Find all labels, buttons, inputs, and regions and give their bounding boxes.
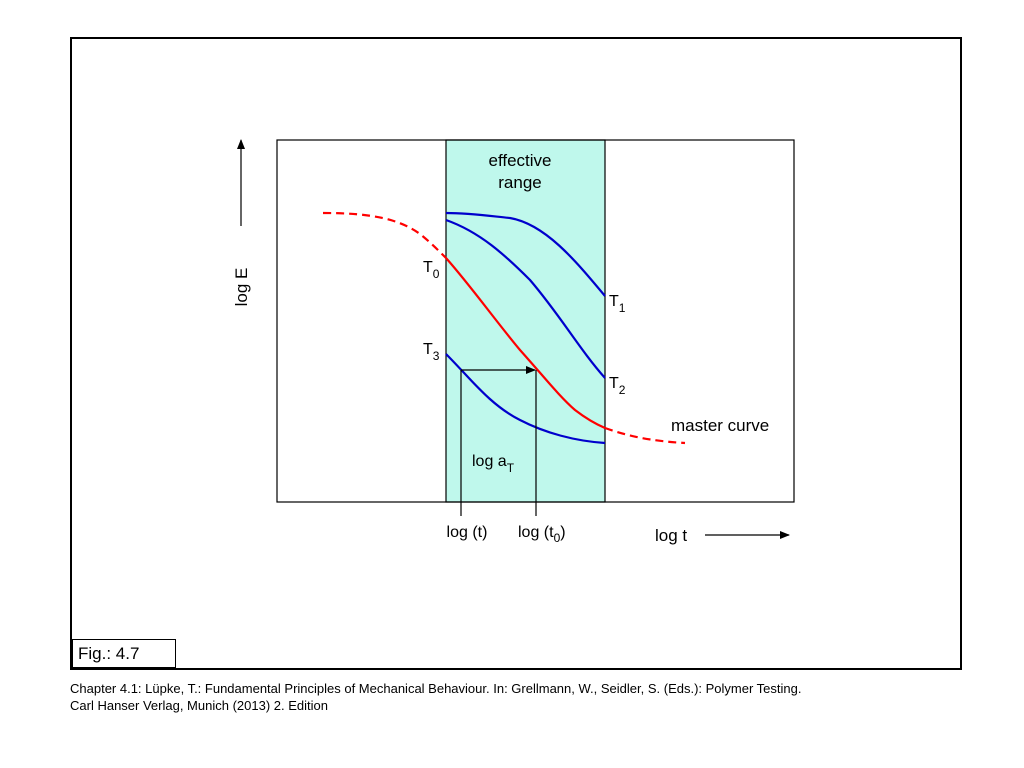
effective-range-label-line2: range bbox=[498, 173, 541, 192]
effective-range-label-line1: effective bbox=[488, 151, 551, 170]
tick-log-t0: log (t0) bbox=[518, 524, 566, 545]
effective-range-band bbox=[445, 139, 606, 503]
label-t2: T2 bbox=[609, 375, 626, 397]
shift-factor-label: log aT bbox=[472, 453, 515, 475]
master-curve-solid bbox=[445, 257, 606, 430]
master-curve-dashed-right bbox=[604, 426, 686, 445]
curve-t2 bbox=[445, 218, 606, 379]
label-t1: T1 bbox=[609, 293, 626, 315]
master-curve-dashed-left bbox=[322, 211, 447, 259]
x-axis-label: log t bbox=[655, 526, 687, 545]
curve-t1 bbox=[445, 211, 606, 297]
label-t0: T0 bbox=[423, 259, 440, 281]
caption-line-1: Chapter 4.1: Lüpke, T.: Fundamental Prin… bbox=[70, 681, 802, 696]
figure-number-label: Fig.: 4.7 bbox=[72, 639, 176, 668]
tick-log-t: log (t) bbox=[447, 524, 488, 541]
label-t3: T3 bbox=[423, 341, 440, 363]
figure-caption: Chapter 4.1: Lüpke, T.: Fundamental Prin… bbox=[70, 680, 1010, 714]
y-axis-label: log E bbox=[232, 268, 251, 307]
curve-t3 bbox=[445, 353, 606, 445]
master-curve-label: master curve bbox=[671, 416, 769, 435]
caption-line-2: Carl Hanser Verlag, Munich (2013) 2. Edi… bbox=[70, 698, 328, 713]
slide-frame bbox=[70, 37, 962, 670]
